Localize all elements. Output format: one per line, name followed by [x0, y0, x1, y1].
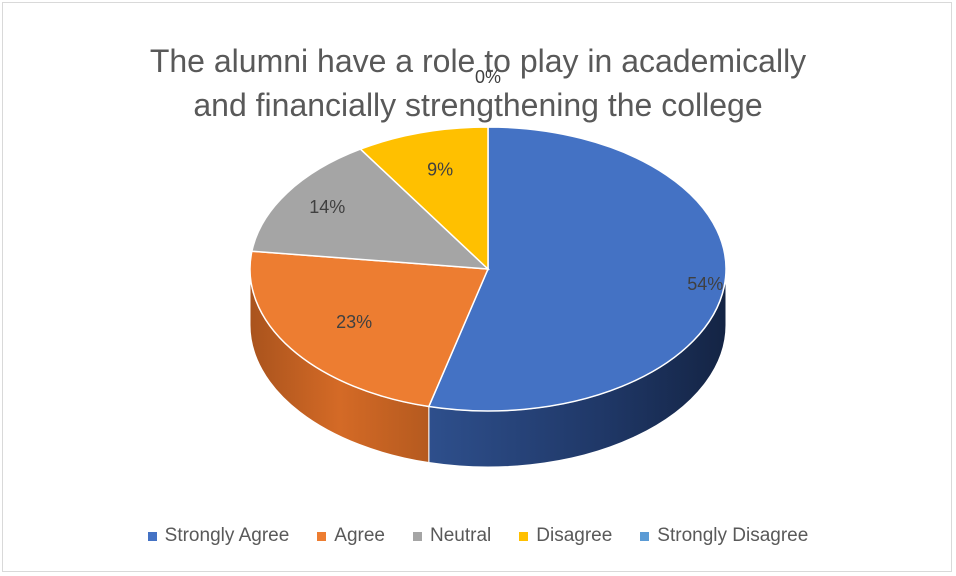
pie-data-labels: 54% 23% 14% 9% 0%: [309, 67, 723, 332]
pie-slice-disagree: [359, 126, 489, 271]
legend-item-strongly-agree: Strongly Agree: [147, 525, 290, 547]
legend-label: Strongly Agree: [164, 525, 290, 546]
pie-chart: 54% 23% 14% 9% 0%: [249, 67, 727, 468]
legend-label: Neutral: [430, 525, 492, 546]
chart-title: The alumni have a role to play in academ…: [3, 39, 953, 127]
data-label-strongly-disagree: 0%: [475, 67, 501, 87]
legend-label: Disagree: [536, 525, 613, 546]
pie-slices: [249, 126, 727, 412]
data-label-strongly-agree: 54%: [687, 274, 723, 294]
data-label-agree: 23%: [336, 312, 372, 332]
legend-item-neutral: Neutral: [413, 525, 491, 547]
pie-slice-neutral: [250, 148, 491, 270]
legend-label: Agree: [334, 525, 385, 546]
legend-swatch-icon: [413, 531, 422, 541]
legend-swatch-icon: [147, 531, 157, 541]
pie-slice-agree: [249, 250, 490, 408]
legend-swatch-icon: [640, 531, 650, 541]
legend: Strongly Agree Agree Neutral Disagree Strong…: [3, 525, 953, 547]
legend-item-disagree: Disagree: [519, 525, 612, 547]
chart-title-line-2: and financially strengthening the colleg…: [193, 87, 763, 123]
data-label-disagree: 9%: [427, 160, 453, 180]
legend-item-strongly-disagree: Strongly Disagree: [640, 525, 808, 547]
legend-swatch-icon: [317, 531, 327, 541]
legend-item-agree: Agree: [317, 525, 385, 547]
pie-slice-strongly-agree: [427, 126, 727, 412]
chart-title-line-1: The alumni have a role to play in academ…: [149, 43, 807, 79]
legend-swatch-icon: [519, 531, 529, 541]
data-label-neutral: 14%: [309, 197, 345, 217]
legend-label: Strongly Disagree: [657, 525, 809, 546]
